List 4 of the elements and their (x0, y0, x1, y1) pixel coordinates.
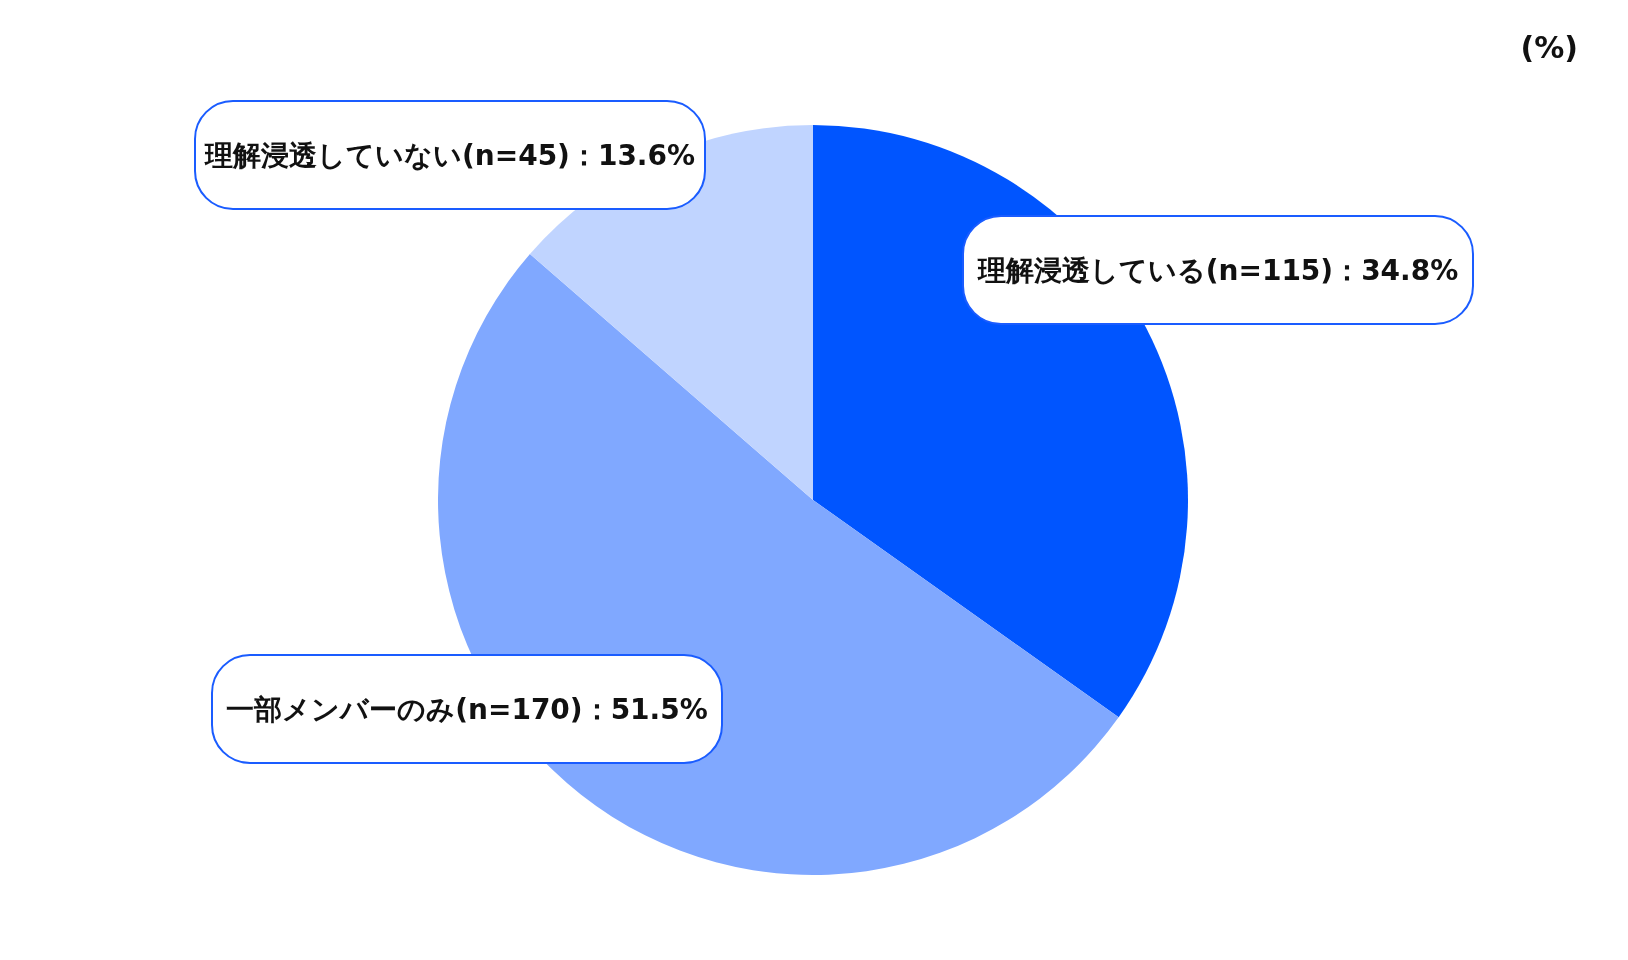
slice-label: 理解浸透している(n=115)：34.8% (976, 254, 1459, 287)
slice-label: 理解浸透していない(n=45)：13.6% (203, 139, 696, 172)
slice-label: 一部メンバーのみ(n=170)：51.5% (226, 693, 708, 726)
text: (%) (1520, 30, 1578, 65)
